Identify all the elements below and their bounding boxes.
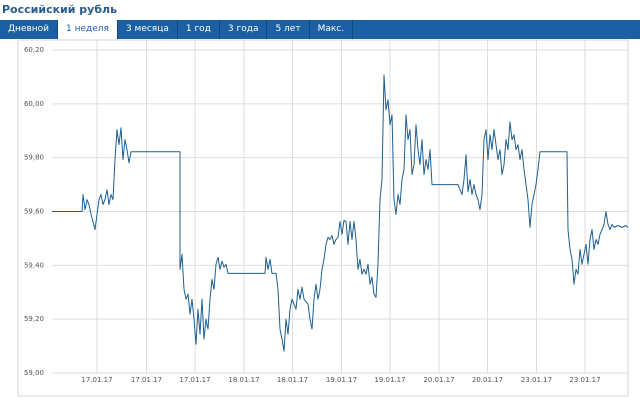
x-tick-label: 17.01.17 xyxy=(179,376,210,384)
plot-frame xyxy=(17,39,629,397)
x-tick-label: 23.01.17 xyxy=(521,376,552,384)
x-tick-label: 19.01.17 xyxy=(374,376,405,384)
x-tick-label: 17.01.17 xyxy=(81,376,112,384)
x-tick-label: 18.01.17 xyxy=(228,376,259,384)
tab-bar: Дневной 1 неделя 3 месяца 1 год 3 года 5 лет М… xyxy=(0,20,640,39)
tab[interactable]: Дневной xyxy=(0,20,58,39)
x-tick-label: 20.01.17 xyxy=(472,376,503,384)
x-tick-label: 18.01.17 xyxy=(277,376,308,384)
tab[interactable]: 1 неделя xyxy=(58,20,118,39)
page-title: Российский рубль xyxy=(2,3,118,16)
y-tick-label: 59,80 xyxy=(24,154,44,162)
y-tick-label: 60,20 xyxy=(24,46,44,54)
y-tick-label: 59,40 xyxy=(24,261,44,269)
y-tick-label: 59,20 xyxy=(24,315,44,323)
tab[interactable]: 3 месяца xyxy=(118,20,178,39)
y-tick-label: 60,00 xyxy=(24,100,44,108)
tab[interactable]: 1 год xyxy=(178,20,220,39)
price-line xyxy=(52,74,629,352)
tab[interactable]: 5 лет xyxy=(267,20,310,39)
x-tick-label: 20.01.17 xyxy=(423,376,454,384)
tab[interactable]: Макс. xyxy=(310,20,354,39)
x-tick-label: 19.01.17 xyxy=(326,376,357,384)
x-tick-label: 23.01.17 xyxy=(569,376,600,384)
y-tick-label: 59,00 xyxy=(24,369,44,377)
tab[interactable]: 3 года xyxy=(220,20,268,39)
y-tick-label: 59,60 xyxy=(24,208,44,216)
x-tick-label: 17.01.17 xyxy=(131,376,162,384)
